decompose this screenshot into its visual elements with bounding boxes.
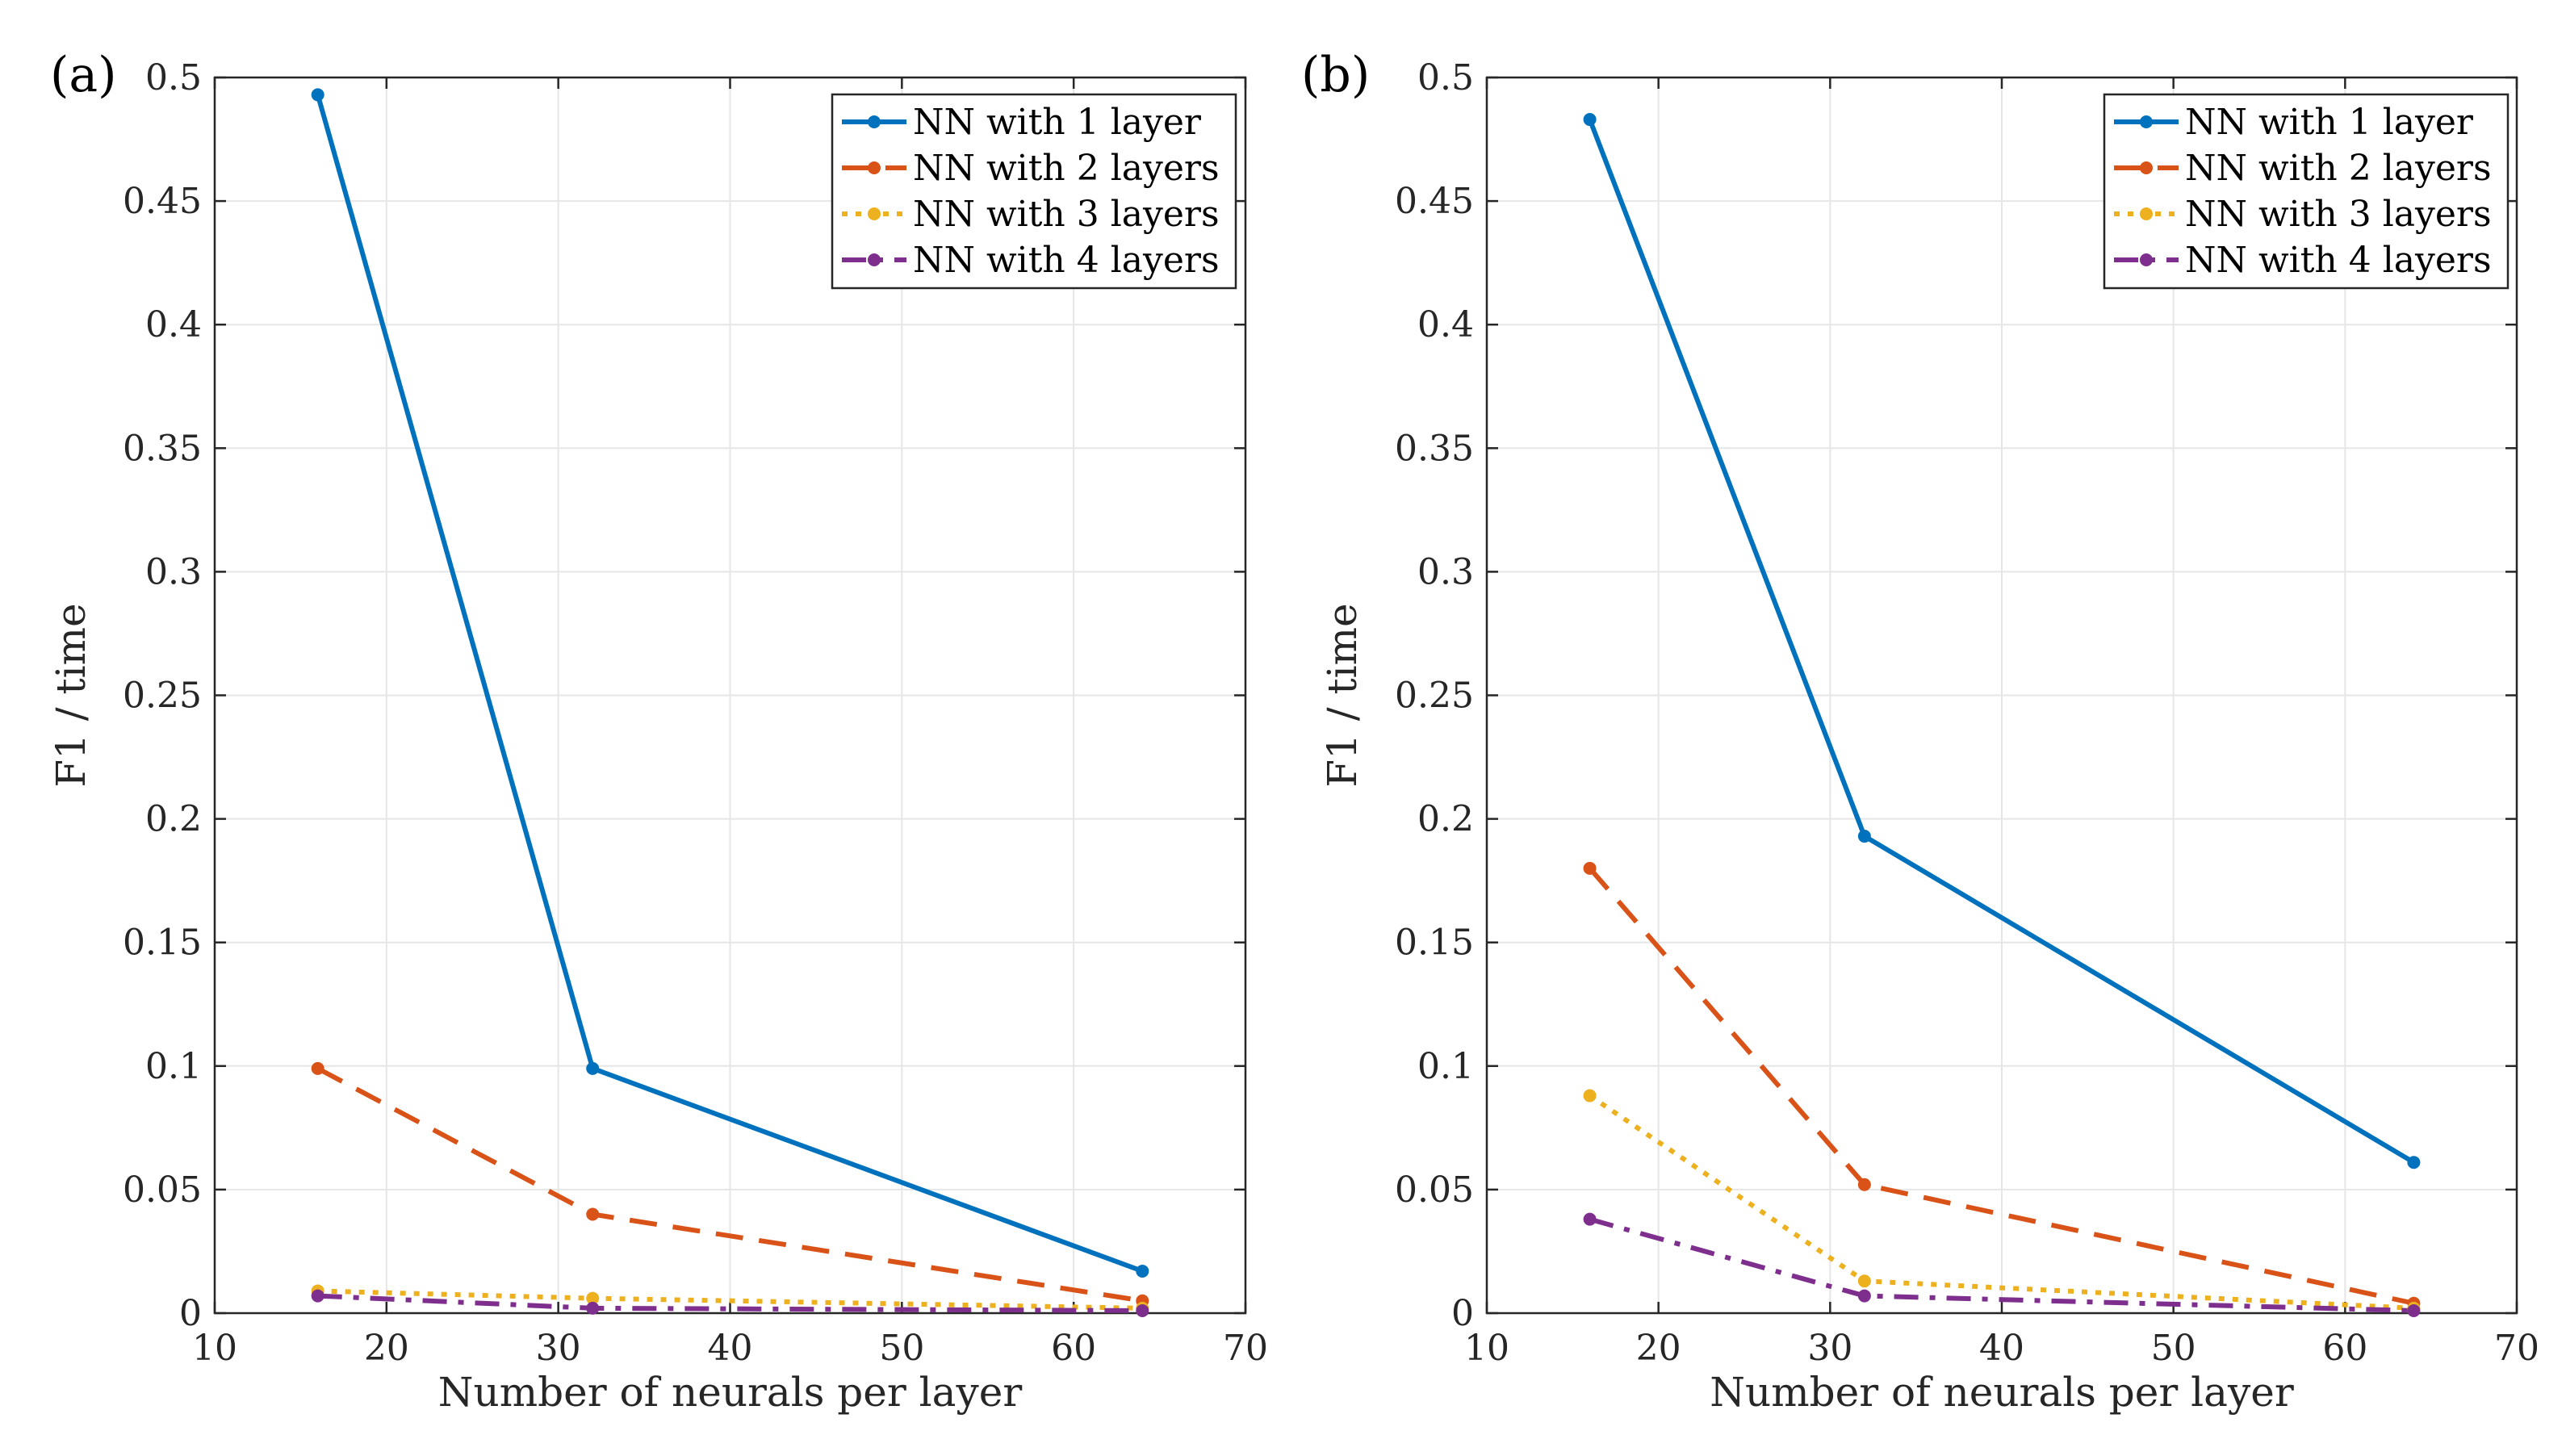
data-point xyxy=(586,1207,600,1221)
x-tick-label: 60 xyxy=(2322,1328,2367,1369)
x-tick-label: 30 xyxy=(1807,1328,1852,1369)
y-tick-label: 0.5 xyxy=(145,57,202,98)
legend-marker xyxy=(2140,207,2153,220)
data-point xyxy=(586,1291,600,1305)
data-point xyxy=(1857,830,1871,843)
data-point xyxy=(1583,1212,1597,1226)
series-1-layer xyxy=(1583,113,2421,1169)
y-tick-label: 0 xyxy=(179,1293,202,1334)
x-tick-label: 40 xyxy=(708,1328,753,1369)
x-tick-label: 40 xyxy=(1979,1328,2024,1369)
y-axis-label: F1 / time xyxy=(48,603,94,787)
y-tick-label: 0.25 xyxy=(123,676,202,717)
legend-box xyxy=(2103,93,2509,290)
y-tick-label: 0.15 xyxy=(1395,923,1474,964)
y-tick-label: 0.4 xyxy=(1417,304,1474,345)
data-point xyxy=(2407,1303,2421,1317)
data-point xyxy=(586,1061,600,1075)
legend-marker xyxy=(868,161,881,174)
series-4-layer xyxy=(1583,1212,2421,1317)
legend-entry: NN with 3 layers xyxy=(913,194,1220,235)
legend: NN with 1 layer NN with 2 layers NN with 3… xyxy=(2103,93,2509,290)
x-tick-label: 60 xyxy=(1051,1328,1096,1369)
y-tick-label: 0.45 xyxy=(1395,181,1474,222)
x-tick-label: 10 xyxy=(192,1328,237,1369)
y-tick-label: 0.3 xyxy=(145,551,202,592)
legend-entry: NN with 1 layer xyxy=(2185,102,2474,143)
chart-panel-a: 10 20 30 40 50 60 70 0 0.05 0.1 0.15 0.2 0.25 0.3 0.35… xyxy=(48,47,1268,1416)
y-tick-label: 0.2 xyxy=(145,799,202,840)
x-tick-label: 10 xyxy=(1464,1328,1509,1369)
y-tick-label: 0.3 xyxy=(1417,551,1474,592)
series-4-layer xyxy=(311,1289,1149,1317)
x-tick-label: 30 xyxy=(536,1328,581,1369)
legend-marker xyxy=(2140,115,2153,128)
x-axis-label: Number of neurals per layer xyxy=(438,1369,1023,1416)
x-tick-label: 70 xyxy=(2494,1328,2539,1369)
panel-label: (b) xyxy=(1301,47,1370,103)
x-tick-label: 20 xyxy=(1636,1328,1681,1369)
data-point xyxy=(2407,1156,2421,1169)
data-point xyxy=(311,88,324,102)
y-axis-label: F1 / time xyxy=(1319,603,1366,787)
x-tick-label: 50 xyxy=(879,1328,924,1369)
y-tick-label: 0.5 xyxy=(1417,57,1474,98)
legend-marker xyxy=(2140,161,2153,174)
legend: NN with 1 layer NN with 2 layers NN with 3… xyxy=(831,93,1237,290)
legend-entry: NN with 2 layers xyxy=(913,148,1220,189)
legend-marker xyxy=(868,207,881,220)
y-tick-label: 0.1 xyxy=(145,1046,202,1087)
data-point xyxy=(1857,1178,1871,1191)
data-point xyxy=(1583,861,1597,875)
series-1-layer xyxy=(311,88,1149,1278)
data-point xyxy=(311,1289,324,1303)
data-point xyxy=(586,1301,600,1315)
legend-entry: NN with 4 layers xyxy=(913,240,1220,281)
legend-entry: NN with 1 layer xyxy=(913,102,1202,143)
data-point xyxy=(1136,1303,1149,1317)
x-tick-label: 20 xyxy=(364,1328,409,1369)
y-tick-label: 0.15 xyxy=(123,923,202,964)
y-tick-label: 0 xyxy=(1451,1293,1474,1334)
y-tick-label: 0.05 xyxy=(1395,1169,1474,1211)
y-tick-label: 0.1 xyxy=(1417,1046,1474,1087)
y-tick-label: 0.4 xyxy=(145,304,202,345)
y-tick-label: 0.45 xyxy=(123,181,202,222)
y-tick-label: 0.35 xyxy=(1395,428,1474,469)
chart-panel-b: 10 20 30 40 50 60 70 0 0.05 0.1 0.15 0.2 0.25 0.3 0.35… xyxy=(1301,47,2539,1416)
legend-marker xyxy=(868,115,881,128)
data-point xyxy=(1136,1264,1149,1278)
y-tick-label: 0.05 xyxy=(123,1169,202,1211)
legend-marker xyxy=(868,253,881,266)
data-point xyxy=(1857,1289,1871,1303)
data-point xyxy=(1857,1274,1871,1288)
data-point xyxy=(1583,1089,1597,1102)
x-axis-label: Number of neurals per layer xyxy=(1710,1369,2294,1416)
legend-entry: NN with 2 layers xyxy=(2185,148,2492,189)
y-tick-label: 0.35 xyxy=(123,428,202,469)
data-point xyxy=(311,1061,324,1075)
legend-entry: NN with 4 layers xyxy=(2185,240,2492,281)
legend-box xyxy=(831,93,1237,290)
y-tick-label: 0.2 xyxy=(1417,799,1474,840)
legend-marker xyxy=(2140,253,2153,266)
panel-label: (a) xyxy=(50,47,117,103)
data-point xyxy=(1583,113,1597,127)
x-tick-label: 50 xyxy=(2151,1328,2196,1369)
legend-entry: NN with 3 layers xyxy=(2185,194,2492,235)
x-tick-label: 70 xyxy=(1223,1328,1268,1369)
y-tick-label: 0.25 xyxy=(1395,676,1474,717)
